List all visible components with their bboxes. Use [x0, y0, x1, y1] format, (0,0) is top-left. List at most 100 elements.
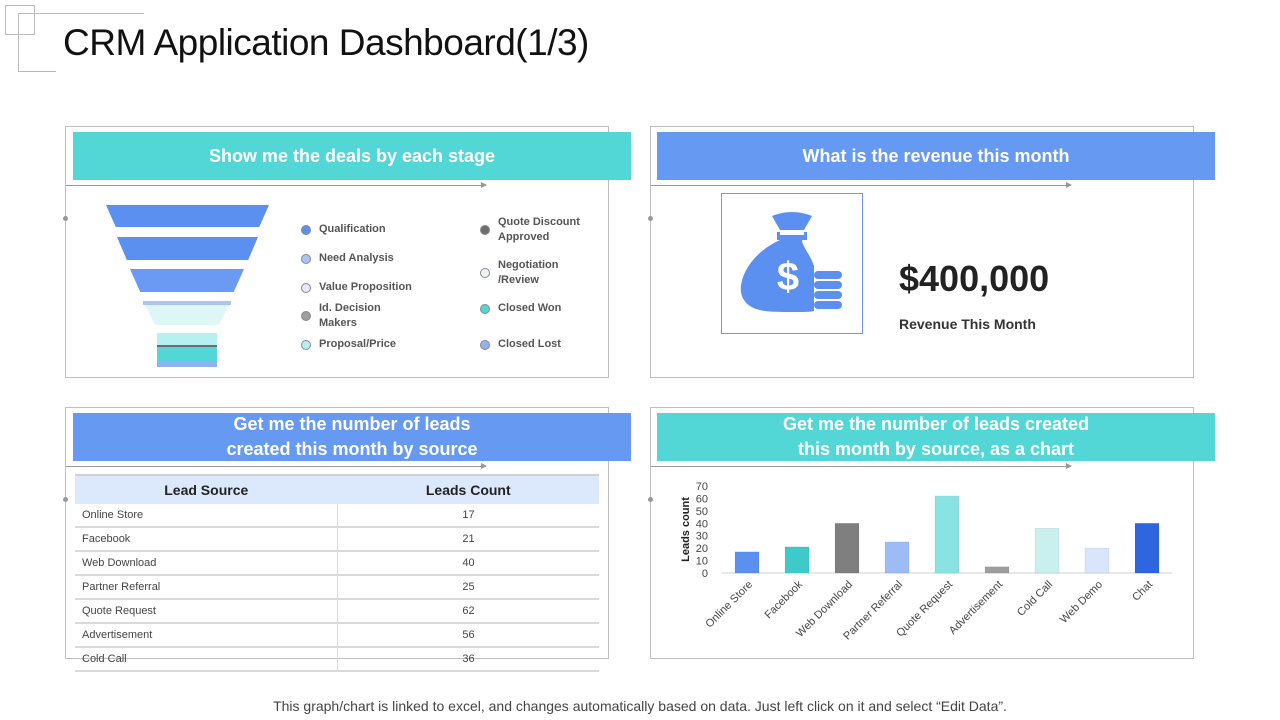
x-tick-label: Advertisement [947, 579, 1005, 637]
table-row: Facebook 21 [75, 527, 599, 552]
legend-dot [301, 283, 311, 293]
legend-dot [301, 340, 311, 350]
legend-label: Id. Decision Makers [319, 302, 381, 329]
lead-source-cell: Partner Referral [75, 575, 338, 600]
legend-dot [480, 225, 490, 235]
chart-bar [1134, 523, 1160, 574]
column-header: Leads Count [337, 474, 599, 504]
revenue-heading-text: What is the revenue this month [802, 145, 1070, 166]
leads-chart-heading-line2: this month by source, as a chart [797, 439, 1075, 459]
x-tick-label: Cold Call [1015, 579, 1055, 619]
panel-marker [63, 216, 68, 221]
leads-count-cell: 36 [337, 647, 599, 672]
chart-bar [784, 546, 810, 574]
corner-decoration [5, 5, 35, 35]
funnel-stage [157, 333, 217, 345]
heading-underline [66, 182, 487, 188]
lead-source-cell: Cold Call [75, 647, 338, 672]
corner-decoration [18, 71, 56, 72]
deals-panel-heading: Show me the deals by each stage [73, 132, 631, 180]
chart-bar [884, 541, 910, 574]
legend-label: Closed Won [498, 302, 562, 314]
legend-dot [301, 311, 311, 321]
funnel-stage [157, 361, 217, 367]
heading-underline [651, 463, 1072, 469]
legend-item-decision-makers: Id. Decision Makers [301, 301, 401, 331]
legend-label: Qualification [319, 223, 386, 235]
funnel-stage [117, 237, 258, 260]
leads-count-cell: 21 [337, 527, 599, 552]
legend-dot [480, 340, 490, 350]
lead-source-cell: Quote Request [75, 599, 338, 624]
page-title: CRM Application Dashboard(1/3) [63, 22, 589, 63]
revenue-amount: $400,000 [899, 258, 1050, 299]
legend-label: Need Analysis [319, 252, 394, 264]
x-tick-label: Web Demo [1058, 579, 1105, 626]
legend-label: Proposal/Price [319, 338, 397, 350]
y-tick-label: 20 [696, 543, 708, 555]
legend-item-value-proposition: Value Proposition [301, 280, 412, 295]
chart-bar [734, 551, 760, 574]
legend-item-negotiation: Negotiation /Review [480, 258, 590, 288]
y-tick-label: 0 [702, 568, 708, 580]
leads-table: Lead Source Leads Count Online Store 17 F… [75, 474, 599, 672]
funnel-stage [157, 347, 217, 361]
funnel-stage [157, 345, 217, 347]
table-header-row: Lead Source Leads Count [75, 474, 599, 504]
panel-marker [648, 216, 653, 221]
table-row: Online Store 17 [75, 504, 599, 528]
legend-label: Closed Lost [498, 338, 561, 350]
lead-source-cell: Web Download [75, 551, 338, 576]
leads-chart-heading: Get me the number of leads created this … [657, 413, 1215, 461]
money-bag-icon: $ [740, 212, 842, 312]
legend-item-closed-lost: Closed Lost [480, 337, 561, 352]
table-row: Cold Call 36 [75, 647, 599, 672]
lead-source-cell: Facebook [75, 527, 338, 552]
legend-dot [480, 268, 490, 278]
legend-label: Value Proposition [319, 281, 412, 293]
revenue-panel-heading: What is the revenue this month [657, 132, 1215, 180]
table-row: Web Download 40 [75, 551, 599, 576]
table-row: Quote Request 62 [75, 599, 599, 624]
revenue-label: Revenue This Month [899, 316, 1036, 332]
heading-underline [66, 463, 487, 469]
y-tick-label: 30 [696, 531, 708, 543]
legend-item-qualification: Qualification [301, 222, 386, 237]
svg-text:$: $ [777, 255, 799, 299]
revenue-icon-box: $ [721, 193, 863, 334]
table-row: Partner Referral 25 [75, 575, 599, 600]
legend-item-quote-discount: Quote Discount Approved [480, 215, 590, 245]
leads-chart-heading-line1: Get me the number of leads created [782, 414, 1090, 434]
lead-source-cell: Advertisement [75, 623, 338, 648]
funnel-stage [106, 205, 269, 227]
legend-item-need-analysis: Need Analysis [301, 251, 394, 266]
x-tick-label: Facebook [762, 578, 805, 621]
y-tick-label: 70 [696, 481, 708, 493]
y-axis-label: Leads count [680, 497, 692, 562]
footnote: This graph/chart is linked to excel, and… [273, 698, 1007, 714]
chart-bar [1034, 528, 1060, 574]
legend-dot [480, 304, 490, 314]
y-tick-label: 10 [696, 556, 708, 568]
leads-count-cell: 17 [337, 504, 599, 528]
funnel-stage [143, 301, 231, 305]
legend-label: Quote Discount Approved [498, 216, 580, 243]
x-tick-label: Chat [1130, 579, 1155, 604]
y-tick-label: 50 [696, 506, 708, 518]
legend-dot [301, 225, 311, 235]
corner-decoration [18, 13, 144, 72]
column-header: Lead Source [75, 474, 338, 504]
x-tick-label: Online Store [703, 579, 755, 631]
legend-item-closed-won: Closed Won [480, 301, 561, 316]
deals-heading-text: Show me the deals by each stage [208, 145, 496, 166]
leads-count-cell: 25 [337, 575, 599, 600]
funnel-stage [145, 305, 229, 325]
chart-bar [1084, 547, 1110, 574]
leads-table-heading: Get me the number of leads created this … [73, 413, 631, 461]
legend-dot [301, 254, 311, 264]
leads-count-cell: 56 [337, 623, 599, 648]
chart-bar [934, 495, 960, 574]
y-tick-label: 40 [696, 518, 708, 530]
chart-bar [834, 523, 860, 574]
